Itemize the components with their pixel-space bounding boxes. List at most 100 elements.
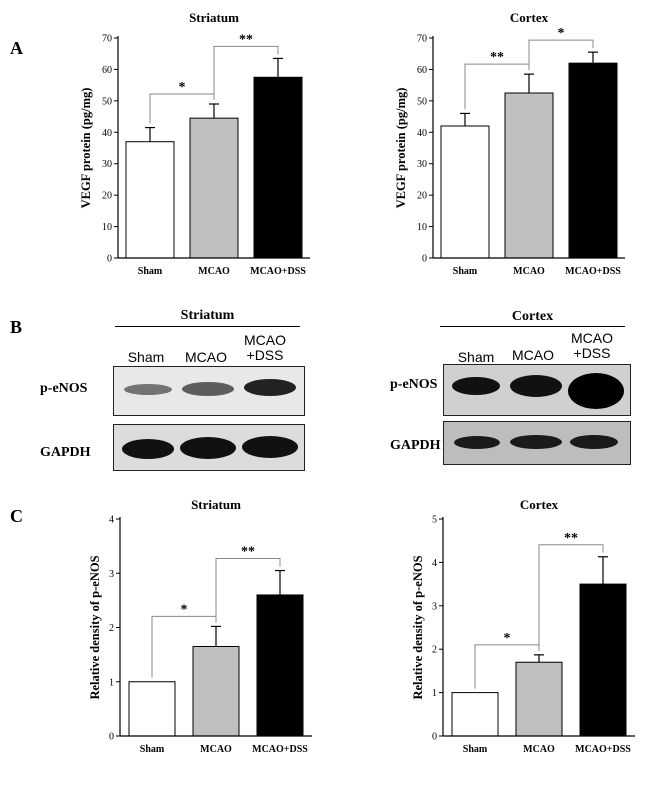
significance-bracket xyxy=(215,558,281,623)
cortex-p-enos-blot xyxy=(443,364,631,416)
x-tick-label: MCAO+DSS xyxy=(565,266,621,277)
striatum-lane-sham: Sham xyxy=(127,349,165,365)
y-axis-label: VEGF protein (pg/mg) xyxy=(79,88,93,209)
bar xyxy=(125,141,175,259)
cortex-blot-line xyxy=(440,326,625,327)
y-tick-label: 0 xyxy=(422,254,427,265)
band xyxy=(568,373,624,409)
chart-title: Cortex xyxy=(510,10,549,25)
y-tick-label: 60 xyxy=(102,65,112,76)
bar xyxy=(451,692,499,737)
significance-label: * xyxy=(179,80,186,95)
significance-bracket xyxy=(538,544,604,651)
y-tick-label: 1 xyxy=(432,688,437,699)
y-tick-label: 50 xyxy=(417,96,427,107)
chart-title: Striatum xyxy=(191,497,241,512)
cortex-lane-mcao: MCAO xyxy=(512,347,554,363)
striatum-lane-mcao-dss: MCAO +DSS xyxy=(244,332,286,363)
bar xyxy=(579,583,627,737)
striatum-lane-mcao: MCAO xyxy=(185,349,227,365)
x-tick-label: Sham xyxy=(463,744,488,755)
band xyxy=(570,435,618,449)
x-tick-label: MCAO xyxy=(200,744,232,755)
band xyxy=(124,384,172,395)
bar xyxy=(189,117,239,259)
y-tick-label: 70 xyxy=(417,34,427,45)
panel-letter-c: C xyxy=(10,506,23,526)
chart-title: Striatum xyxy=(189,10,239,25)
band xyxy=(180,437,236,459)
y-tick-label: 3 xyxy=(432,601,437,612)
cortex-row-gapdh: GAPDH xyxy=(390,438,441,453)
bar xyxy=(440,125,490,259)
significance-label: ** xyxy=(239,32,253,47)
y-tick-label: 0 xyxy=(107,254,112,265)
cortex-gapdh-blot xyxy=(443,421,631,465)
y-tick-label: 5 xyxy=(432,515,437,526)
y-tick-label: 10 xyxy=(417,222,427,233)
y-tick-label: 40 xyxy=(417,128,427,139)
bar xyxy=(192,645,240,737)
striatum-blot-line xyxy=(115,326,300,327)
band xyxy=(122,439,174,459)
y-axis-label: Relative density of p-eNOS xyxy=(411,555,425,699)
significance-label: ** xyxy=(490,50,504,65)
y-tick-label: 30 xyxy=(102,159,112,170)
x-tick-label: Sham xyxy=(138,266,163,277)
y-tick-label: 40 xyxy=(102,128,112,139)
bar xyxy=(515,661,563,737)
striatum-gapdh-blot xyxy=(113,424,305,471)
x-tick-label: MCAO+DSS xyxy=(575,744,631,755)
y-axis-label: Relative density of p-eNOS xyxy=(88,555,102,699)
band xyxy=(510,375,562,397)
x-tick-label: MCAO xyxy=(523,744,555,755)
y-tick-label: 0 xyxy=(109,732,114,743)
y-tick-label: 4 xyxy=(432,558,437,569)
y-axis-label: VEGF protein (pg/mg) xyxy=(394,88,408,209)
y-tick-label: 4 xyxy=(109,515,114,526)
y-tick-label: 2 xyxy=(109,623,114,634)
significance-label: ** xyxy=(241,545,255,560)
x-tick-label: MCAO xyxy=(513,266,545,277)
bar xyxy=(128,681,176,737)
band xyxy=(454,436,500,449)
bar xyxy=(504,92,554,259)
cortex-row-p-enos: p-eNOS xyxy=(390,377,438,392)
x-tick-label: Sham xyxy=(453,266,478,277)
band xyxy=(244,379,296,396)
y-tick-label: 20 xyxy=(102,191,112,202)
significance-label: * xyxy=(504,631,511,646)
y-tick-label: 60 xyxy=(417,65,427,76)
bar xyxy=(568,62,618,259)
band xyxy=(452,377,500,395)
y-tick-label: 20 xyxy=(417,191,427,202)
striatum-blot-title: Striatum xyxy=(180,308,235,323)
x-tick-label: MCAO+DSS xyxy=(252,744,308,755)
significance-bracket xyxy=(213,45,279,100)
y-tick-label: 50 xyxy=(102,96,112,107)
bar xyxy=(253,76,303,259)
chart-title: Cortex xyxy=(520,497,559,512)
striatum-p-enos-blot xyxy=(113,366,305,416)
band xyxy=(510,435,562,449)
striatum-row-gapdh: GAPDH xyxy=(40,445,91,460)
y-tick-label: 0 xyxy=(432,732,437,743)
y-tick-label: 1 xyxy=(109,677,114,688)
significance-label: ** xyxy=(564,531,578,546)
bar xyxy=(256,594,304,737)
cortex-lane-mcao-dss: MCAO +DSS xyxy=(571,330,613,361)
striatum-row-p-enos: p-eNOS xyxy=(40,381,88,396)
panel-letter-a: A xyxy=(10,38,23,58)
cortex-lane-sham: Sham xyxy=(457,349,495,365)
significance-label: * xyxy=(181,602,188,617)
significance-label: * xyxy=(558,26,565,41)
cortex-blot-title: Cortex xyxy=(511,309,554,324)
y-tick-label: 70 xyxy=(102,34,112,45)
band xyxy=(242,436,298,458)
panel-letter-b: B xyxy=(10,317,23,337)
significance-bracket xyxy=(528,39,594,71)
x-tick-label: MCAO+DSS xyxy=(250,266,306,277)
y-tick-label: 30 xyxy=(417,159,427,170)
y-tick-label: 2 xyxy=(432,645,437,656)
